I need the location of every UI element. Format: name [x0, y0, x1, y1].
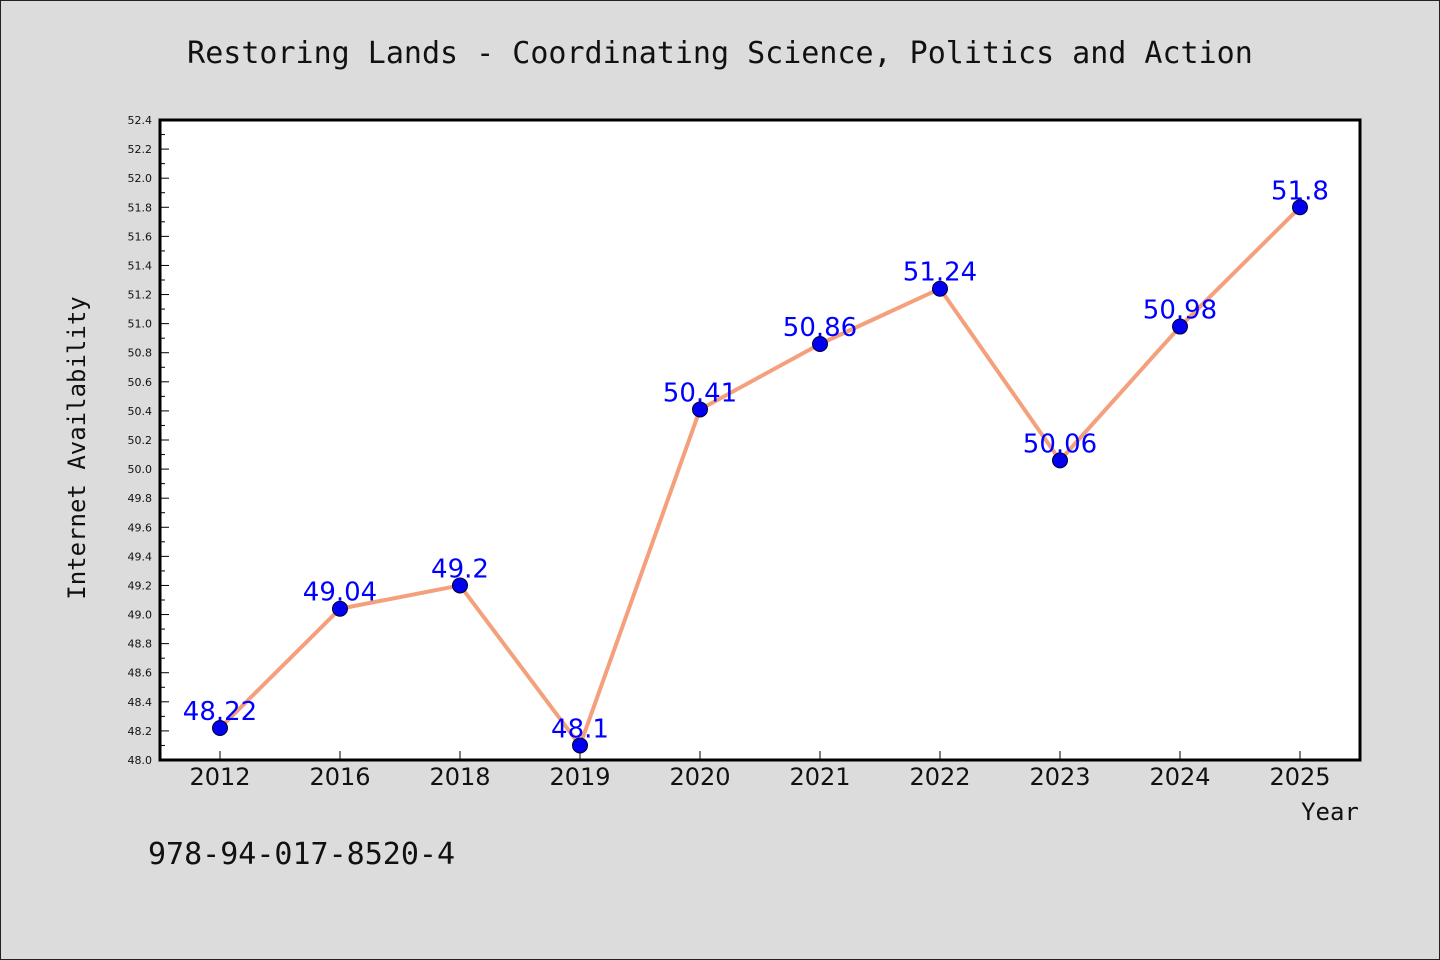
x-tick-label: 2021 — [789, 763, 850, 791]
x-tick-label: 2024 — [1149, 763, 1210, 791]
plot-area — [160, 120, 1360, 760]
x-tick-label: 2016 — [309, 763, 370, 791]
data-point — [932, 280, 948, 297]
y-tick-label: 50.4 — [128, 405, 153, 418]
data-label: 51.8 — [1271, 176, 1329, 206]
x-tick-label: 2019 — [549, 763, 610, 791]
x-tick-label: 2025 — [1269, 763, 1330, 791]
x-tick-label: 2020 — [669, 763, 730, 791]
y-tick-label: 48.8 — [128, 638, 153, 651]
y-tick-label: 49.2 — [128, 579, 153, 592]
data-point — [812, 336, 828, 352]
data-point — [1292, 199, 1308, 216]
data-label: 48.1 — [551, 714, 609, 744]
data-point — [1052, 452, 1068, 469]
data-label: 50.86 — [783, 313, 857, 343]
y-tick-label: 50.0 — [128, 463, 153, 476]
data-label: 50.41 — [663, 378, 737, 408]
x-axis-ticks: 2012 2016 2018 2019 2020 2021 2022 2023 2024 2025 — [189, 751, 1331, 791]
y-tick-label: 52.2 — [128, 143, 153, 156]
x-tick-label: 2012 — [189, 763, 250, 791]
chart-title: Restoring Lands - Coordinating Science, … — [187, 36, 1253, 71]
data-labels: 48.22 49.04 49.2 48.1 50.41 50.86 51.24 50.06 50… — [183, 176, 1329, 744]
x-axis-label: Year — [1301, 798, 1359, 826]
y-tick-label: 50.6 — [128, 376, 153, 389]
y-tick-label: 48.4 — [128, 696, 153, 709]
y-axis-label: Internet Availability — [63, 296, 91, 599]
y-tick-label: 50.8 — [128, 347, 153, 360]
y-tick-label: 51.4 — [128, 259, 153, 272]
data-label: 51.24 — [903, 258, 977, 288]
y-tick-label: 48.2 — [128, 725, 153, 738]
data-label: 48.22 — [183, 697, 257, 727]
data-label: 50.98 — [1143, 296, 1217, 326]
y-tick-label: 49.4 — [128, 550, 153, 563]
x-tick-label: 2023 — [1029, 763, 1090, 791]
data-label: 50.06 — [1023, 429, 1097, 459]
y-tick-label: 52.0 — [128, 172, 153, 185]
data-point — [452, 577, 468, 594]
x-tick-label: 2022 — [909, 763, 970, 791]
y-tick-label: 49.6 — [128, 521, 153, 534]
y-tick-label: 51.2 — [128, 289, 153, 302]
y-tick-label: 48.0 — [128, 754, 153, 767]
data-point — [572, 737, 588, 754]
data-label: 49.04 — [303, 578, 377, 608]
y-tick-label: 48.6 — [128, 667, 153, 680]
plot-border — [158, 118, 1362, 762]
series-line — [218, 205, 1302, 748]
y-tick-label: 51.6 — [128, 230, 153, 243]
y-tick-label: 49.0 — [128, 609, 153, 622]
y-tick-label: 49.8 — [128, 492, 153, 505]
x-tick-label: 2018 — [429, 763, 490, 791]
y-tick-label: 51.8 — [128, 201, 153, 214]
data-point — [692, 401, 708, 418]
data-label: 49.2 — [431, 554, 489, 584]
data-point — [332, 600, 348, 617]
data-point — [212, 720, 228, 736]
y-tick-label: 52.4 — [128, 114, 153, 127]
y-tick-label: 51.0 — [128, 318, 153, 331]
isbn-footnote: 978-94-017-8520-4 — [148, 837, 455, 872]
data-markers — [212, 199, 1308, 754]
data-point — [1172, 318, 1188, 335]
y-tick-label: 50.2 — [128, 434, 153, 447]
